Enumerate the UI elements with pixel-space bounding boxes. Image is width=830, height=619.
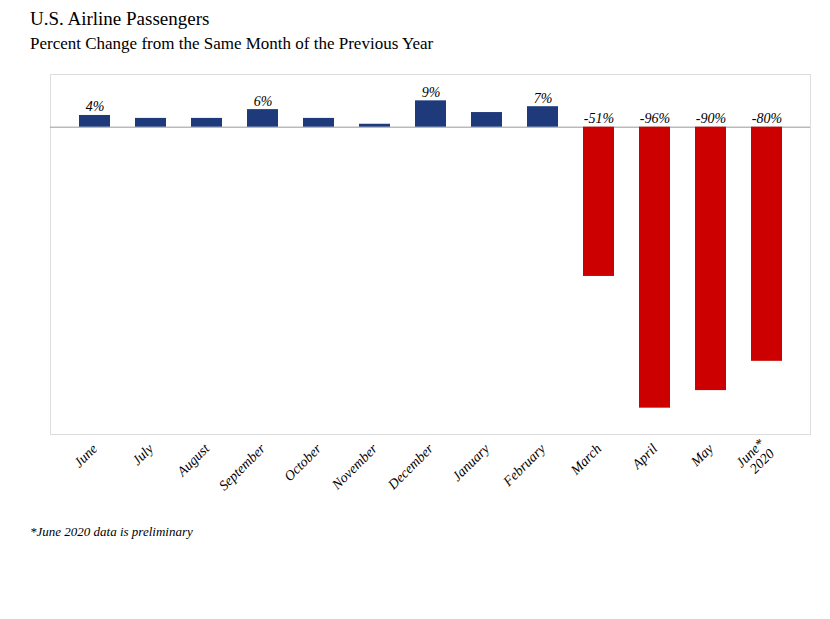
svg-text:February: February: [500, 440, 549, 489]
svg-text:-90%: -90%: [696, 111, 726, 126]
html-text:*June 2020 data is preliminary: *June 2020 data is preliminary: [30, 524, 193, 539]
svg-text:4%: 4%: [86, 99, 105, 114]
svg-text:June: June: [71, 441, 100, 470]
svg-text:December: December: [384, 441, 436, 493]
svg-text:9%: 9%: [422, 85, 441, 100]
svg-text:September: September: [216, 441, 269, 494]
svg-text:March: March: [567, 441, 604, 478]
svg-text:June*2020: June*2020: [733, 436, 777, 480]
svg-text:November: November: [328, 441, 380, 493]
svg-text:-96%: -96%: [640, 111, 670, 126]
svg-text:6%: 6%: [254, 94, 273, 109]
svg-text:-51%: -51%: [584, 111, 614, 126]
svg-text:May: May: [687, 440, 716, 469]
html-text:U.S. Airline Passengers: U.S. Airline Passengers: [30, 8, 210, 29]
svg-text:January: January: [449, 440, 493, 484]
svg-text:August: August: [173, 440, 213, 480]
svg-text:April: April: [629, 441, 661, 473]
svg-text:October: October: [281, 441, 324, 484]
svg-text:July: July: [129, 440, 157, 468]
svg-text:7%: 7%: [534, 91, 553, 106]
svg-text:-80%: -80%: [752, 111, 782, 126]
html-text:Percent Change from the Same M: Percent Change from the Same Month of th…: [30, 34, 434, 53]
